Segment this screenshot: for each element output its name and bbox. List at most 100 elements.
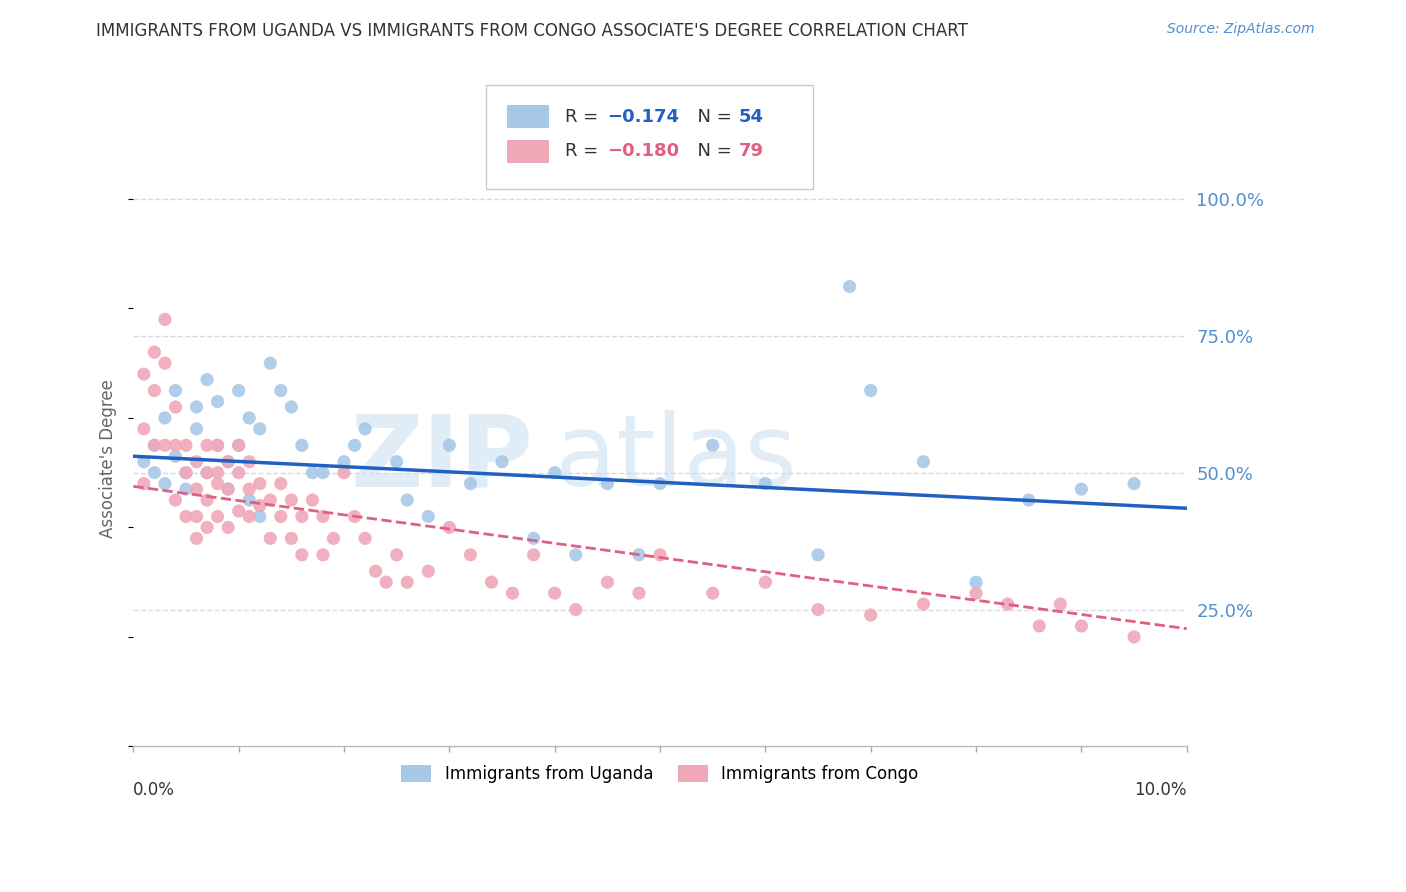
Point [207, 438, 229, 452]
Point [132, 476, 155, 491]
Point [259, 356, 281, 370]
Point [439, 438, 461, 452]
Text: −0.180: −0.180 [607, 143, 679, 161]
Point [396, 575, 419, 590]
Y-axis label: Associate's Degree: Associate's Degree [100, 380, 117, 539]
Point [165, 438, 187, 452]
Point [418, 509, 440, 524]
Point [195, 493, 218, 508]
Point [439, 520, 461, 534]
FancyBboxPatch shape [508, 140, 550, 163]
Point [195, 466, 218, 480]
Point [238, 509, 260, 524]
Text: N =: N = [686, 143, 738, 161]
FancyBboxPatch shape [486, 86, 813, 189]
Point [965, 575, 987, 590]
Point [333, 455, 356, 469]
Point [174, 466, 197, 480]
Point [322, 532, 344, 546]
Text: atlas: atlas [555, 410, 796, 508]
Text: N =: N = [686, 108, 738, 126]
Point [238, 411, 260, 425]
Point [195, 438, 218, 452]
Text: 79: 79 [740, 143, 763, 161]
Point [702, 438, 724, 452]
Point [523, 532, 546, 546]
Point [648, 548, 671, 562]
Point [143, 384, 166, 398]
Point [249, 476, 271, 491]
Point [1018, 493, 1040, 508]
Point [270, 384, 292, 398]
Point [153, 312, 176, 326]
Point [207, 394, 229, 409]
Point [375, 575, 398, 590]
Point [228, 438, 250, 452]
Point [174, 438, 197, 452]
Point [174, 509, 197, 524]
Point [354, 422, 377, 436]
Point [565, 548, 588, 562]
Point [186, 422, 208, 436]
Point [186, 400, 208, 414]
Point [195, 520, 218, 534]
Point [132, 422, 155, 436]
Point [912, 455, 935, 469]
Point [1070, 482, 1092, 496]
Point [207, 438, 229, 452]
Point [301, 493, 323, 508]
Point [301, 466, 323, 480]
Text: −0.174: −0.174 [607, 108, 679, 126]
Point [997, 597, 1019, 611]
Point [627, 586, 650, 600]
Point [912, 597, 935, 611]
Point [491, 455, 513, 469]
Point [143, 438, 166, 452]
Point [186, 509, 208, 524]
Point [217, 455, 239, 469]
Point [280, 400, 302, 414]
Text: IMMIGRANTS FROM UGANDA VS IMMIGRANTS FROM CONGO ASSOCIATE'S DEGREE CORRELATION C: IMMIGRANTS FROM UGANDA VS IMMIGRANTS FRO… [96, 22, 967, 40]
Point [228, 466, 250, 480]
Point [354, 532, 377, 546]
Point [207, 466, 229, 480]
Point [418, 564, 440, 578]
Point [627, 548, 650, 562]
Point [249, 422, 271, 436]
Point [544, 586, 567, 600]
Point [238, 455, 260, 469]
Point [207, 509, 229, 524]
Point [249, 499, 271, 513]
Point [965, 586, 987, 600]
Point [702, 586, 724, 600]
Point [596, 575, 619, 590]
Point [259, 532, 281, 546]
Point [238, 493, 260, 508]
Point [1123, 630, 1146, 644]
Point [648, 476, 671, 491]
Point [333, 466, 356, 480]
Point [174, 482, 197, 496]
Text: ZIP: ZIP [350, 410, 534, 508]
Point [132, 455, 155, 469]
Point [195, 466, 218, 480]
Point [754, 575, 776, 590]
Point [396, 493, 419, 508]
Point [1070, 619, 1092, 633]
Point [859, 607, 882, 622]
Text: Source: ZipAtlas.com: Source: ZipAtlas.com [1167, 22, 1315, 37]
Point [217, 455, 239, 469]
Point [165, 493, 187, 508]
Point [343, 438, 366, 452]
Text: 0.0%: 0.0% [134, 780, 176, 799]
Point [1123, 476, 1146, 491]
Point [228, 504, 250, 518]
Point [270, 509, 292, 524]
Point [291, 509, 314, 524]
Text: 54: 54 [740, 108, 763, 126]
Point [165, 384, 187, 398]
Point [217, 482, 239, 496]
Point [807, 602, 830, 616]
FancyBboxPatch shape [508, 105, 550, 128]
Point [270, 476, 292, 491]
